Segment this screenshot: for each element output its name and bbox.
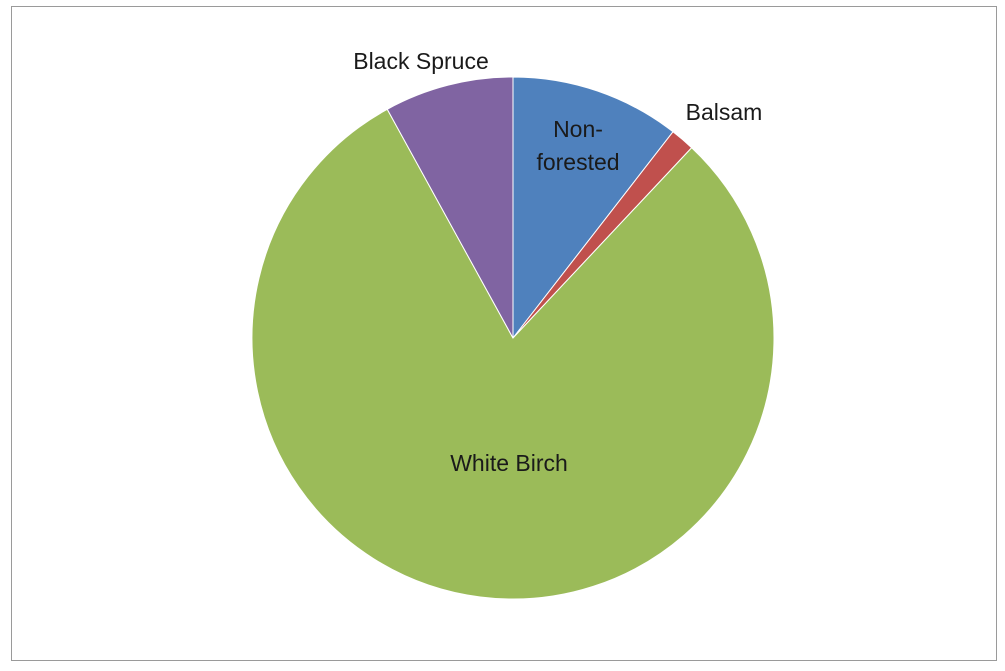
pie-slice-black-spruce [386,76,514,339]
pie-slice-non-forested [512,76,674,340]
pie-label-balsam: Balsam [686,99,763,125]
chart-frame: Non-forested Balsam White Birch Black Spruc… [11,6,997,661]
pie-label-black-spruce: Black Spruce [353,48,489,74]
pie-label-white-birch: White Birch [450,450,568,476]
pie-labels: Non-forested Balsam White Birch Black Spruc… [353,48,762,476]
pie-slices [251,76,775,600]
pie-slice-white-birch [251,108,775,600]
pie-chart: Non-forested Balsam White Birch Black Spruc… [251,48,775,600]
pie-label-non-forested: Non-forested [536,116,619,175]
